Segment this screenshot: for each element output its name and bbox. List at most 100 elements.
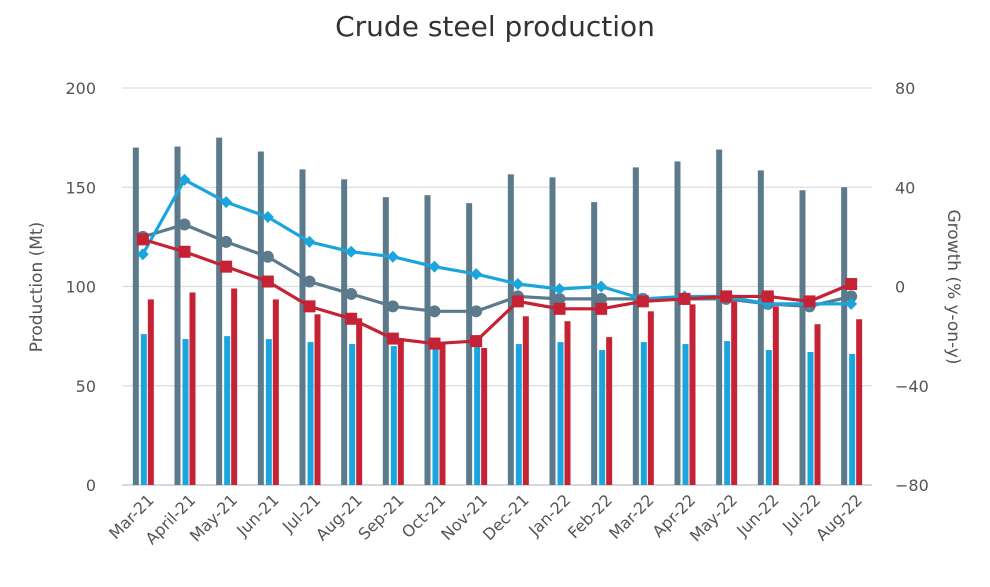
line-point (595, 292, 608, 305)
line-point (845, 297, 858, 310)
bar (765, 350, 772, 485)
line-point (803, 295, 816, 308)
bar (549, 177, 556, 485)
bar (599, 350, 606, 485)
bar (799, 190, 806, 486)
y-tick-label: 100 (65, 278, 96, 297)
bar (716, 149, 723, 485)
line-point (636, 295, 649, 308)
line-point (428, 260, 441, 273)
bar (507, 174, 514, 485)
bar (432, 348, 439, 485)
series-line (142, 237, 852, 346)
bar (814, 324, 821, 485)
x-tick-label: Aug-22 (812, 490, 866, 544)
bar (140, 334, 147, 485)
line-point (470, 268, 483, 281)
y2-tick-label: 40 (895, 178, 915, 197)
chart-title: Crude steel production (335, 10, 655, 43)
bar (182, 339, 189, 485)
bar (515, 344, 522, 485)
line-point (261, 250, 274, 263)
line-point (845, 290, 858, 303)
line-point (678, 292, 691, 305)
bar (606, 337, 613, 485)
y2-tick-label: −40 (895, 377, 929, 396)
series-line (142, 222, 852, 313)
line-point (345, 245, 358, 258)
line-point (220, 235, 233, 248)
bar (439, 344, 446, 485)
line-point (303, 300, 316, 313)
markers (136, 173, 858, 350)
y2-tick-label: −80 (895, 476, 929, 495)
bar (466, 203, 473, 485)
y2-axis-title: Growth (% y-on-y) (943, 209, 963, 364)
line-point (303, 235, 316, 248)
grid (122, 87, 872, 486)
line-point (845, 278, 858, 291)
y-tick-label: 50 (76, 377, 96, 396)
line-point (178, 218, 191, 231)
bar (189, 292, 196, 485)
line-point (261, 275, 274, 288)
bar (349, 344, 356, 485)
line-point (178, 245, 191, 258)
bar (724, 341, 731, 485)
bar (474, 346, 481, 485)
x-tick-label: Sep-21 (354, 490, 407, 543)
bar (307, 342, 314, 485)
bar (174, 146, 181, 485)
y-axis-title: Production (Mt) (27, 222, 47, 352)
bar (231, 288, 238, 485)
line-point (220, 196, 233, 209)
y2-axis-ticks: −80 −40 0 40 80 (895, 79, 929, 495)
x-axis-ticks: Mar-21April-21May-21Jun-21Jul-21Aug-21Se… (105, 490, 866, 548)
bar (640, 342, 647, 485)
bar (856, 319, 863, 485)
x-tick-label: Mar-22 (605, 490, 658, 543)
line-point (470, 305, 483, 318)
bars (132, 137, 863, 486)
bar (772, 306, 779, 485)
bar (257, 151, 264, 485)
line-point (386, 332, 399, 345)
line-point (178, 173, 191, 186)
line-point (345, 312, 358, 325)
line-point (470, 335, 483, 348)
line-point (386, 300, 399, 313)
line-point (261, 211, 274, 224)
series-line (141, 178, 852, 306)
x-tick-label: Jun-21 (232, 490, 282, 540)
line-point (553, 302, 566, 315)
line-point (511, 278, 524, 291)
line-point (303, 275, 316, 288)
bar (841, 187, 848, 485)
y-axis-ticks: 0 50 100 150 200 (65, 79, 96, 495)
line-point (720, 290, 733, 303)
y-tick-label: 200 (65, 79, 96, 98)
bar (564, 321, 571, 485)
bar (424, 195, 431, 485)
x-tick-label: Dec-21 (479, 490, 533, 544)
y2-tick-label: 80 (895, 79, 915, 98)
bar (132, 147, 139, 486)
y-tick-label: 0 (86, 476, 96, 495)
bar (299, 169, 306, 485)
bar (314, 314, 321, 485)
bar (481, 348, 488, 485)
bar (272, 299, 279, 485)
bar (849, 353, 856, 485)
bar (757, 170, 764, 485)
x-tick-label: Aug-21 (312, 490, 366, 544)
y-tick-label: 150 (65, 178, 96, 197)
bar (224, 336, 231, 485)
line-point (761, 290, 774, 303)
line-point (511, 295, 524, 308)
bar (216, 137, 223, 485)
line-point (428, 305, 441, 318)
bar (265, 339, 272, 485)
lines (141, 178, 852, 346)
